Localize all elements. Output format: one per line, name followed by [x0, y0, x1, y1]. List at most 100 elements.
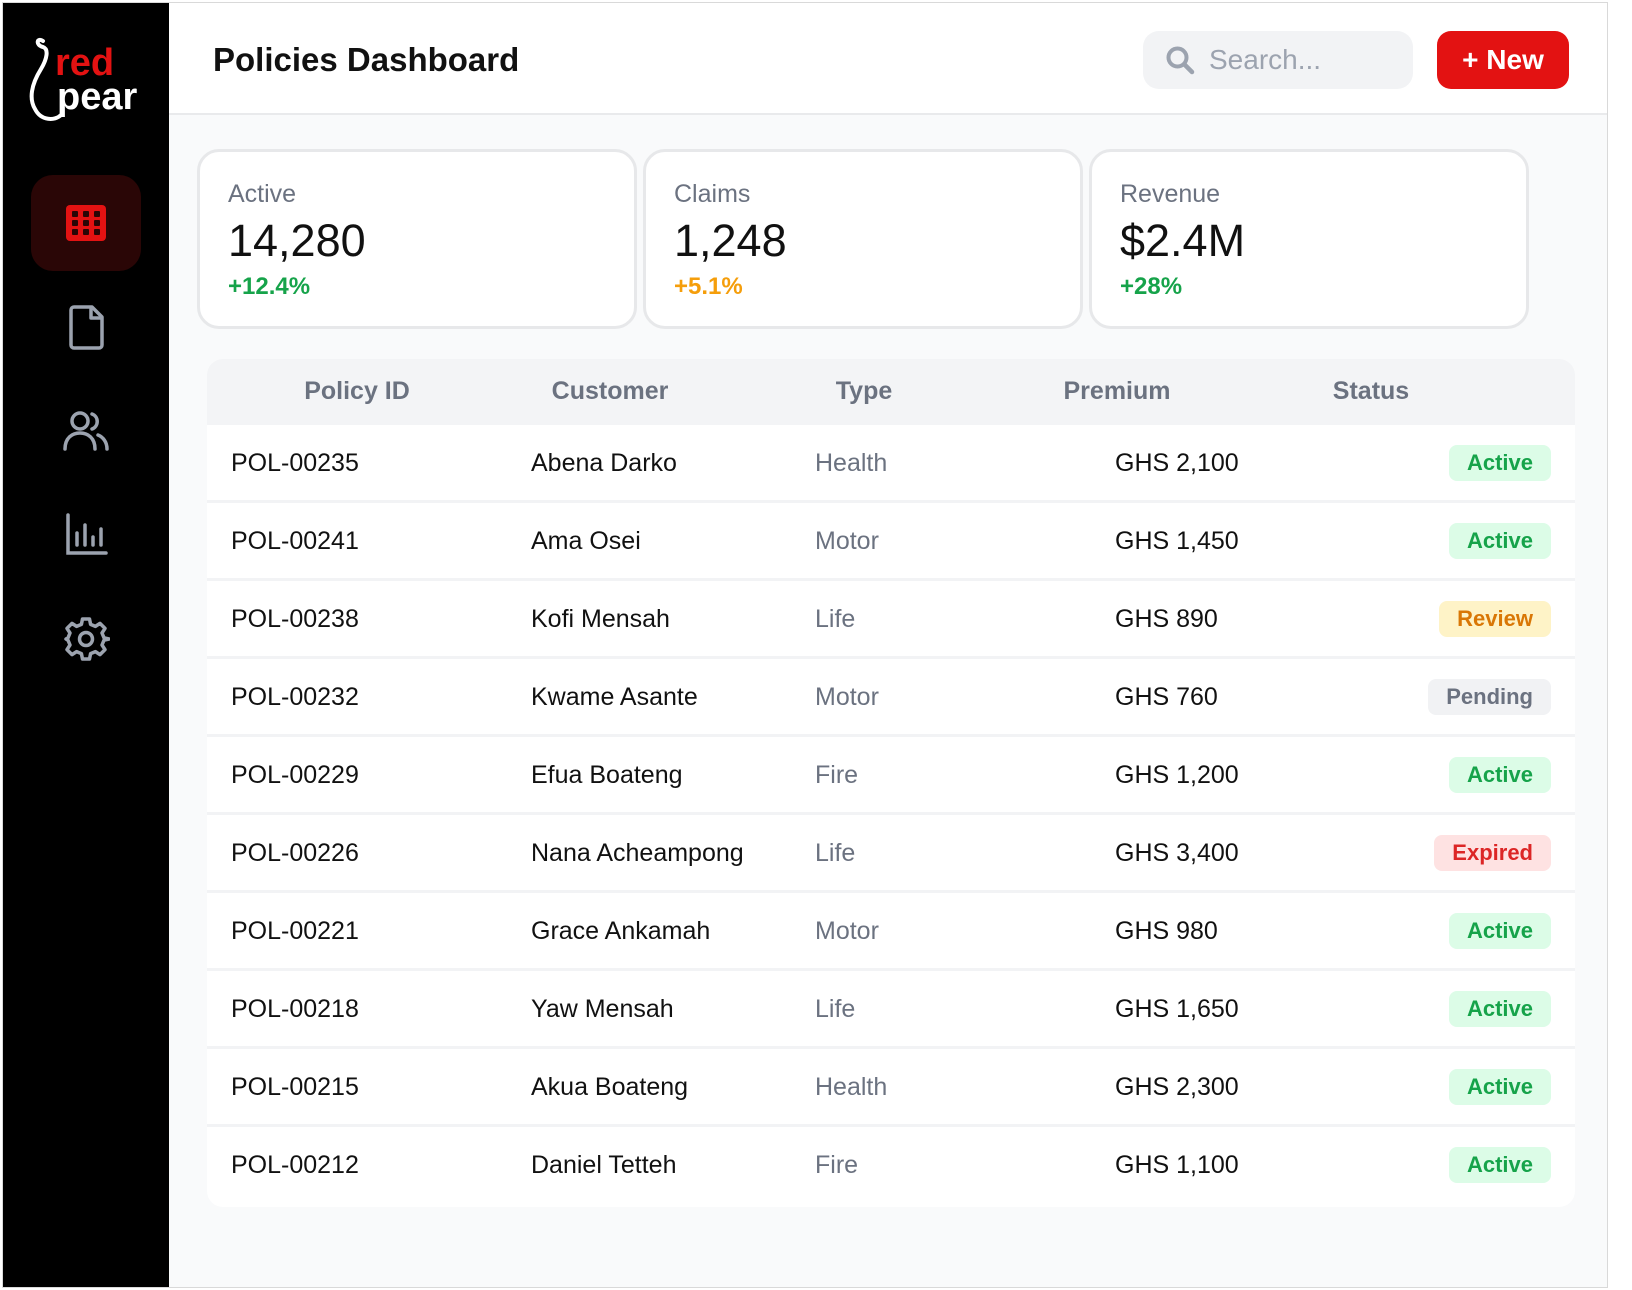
type-cell: Health	[815, 1073, 888, 1101]
policy-id-cell: POL-00229	[231, 761, 359, 789]
gear-icon	[64, 617, 110, 661]
table-row[interactable]: POL-00226 Nana Acheampong Life GHS 3,400…	[207, 815, 1575, 893]
premium-cell: GHS 890	[1115, 605, 1218, 633]
column-header-type[interactable]: Type	[835, 377, 893, 405]
table-row[interactable]: POL-00221 Grace Ankamah Motor GHS 980 Ac…	[207, 893, 1575, 971]
stat-delta: +12.4%	[228, 273, 311, 300]
policy-id-cell: POL-00215	[231, 1073, 359, 1101]
type-cell: Fire	[815, 761, 859, 789]
policy-id-cell: POL-00212	[231, 1151, 359, 1179]
new-policy-button[interactable]: + New	[1437, 31, 1569, 89]
status-badge: Review	[1439, 601, 1551, 637]
premium-cell: GHS 1,450	[1115, 527, 1239, 555]
policy-id-cell: POL-00241	[231, 527, 359, 555]
customer-cell: Kwame Asante	[531, 683, 698, 711]
customer-cell: Ama Osei	[531, 527, 641, 555]
customer-cell: Efua Boateng	[531, 761, 683, 789]
search-input[interactable]	[1209, 44, 1389, 76]
type-cell: Motor	[815, 917, 879, 945]
status-badge: Active	[1448, 1069, 1551, 1105]
premium-cell: GHS 3,400	[1115, 839, 1239, 867]
type-cell: Health	[815, 449, 888, 477]
premium-cell: GHS 1,100	[1115, 1151, 1239, 1179]
stat-label: Claims	[674, 180, 751, 208]
policy-id-cell: POL-00232	[231, 683, 359, 711]
type-cell: Fire	[815, 1151, 859, 1179]
policy-id-cell: POL-00218	[231, 995, 359, 1023]
sidebar-item-reports[interactable]	[31, 487, 141, 583]
table-row[interactable]: POL-00229 Efua Boateng Fire GHS 1,200 Ac…	[207, 737, 1575, 815]
policy-id-cell: POL-00226	[231, 839, 359, 867]
status-badge: Active	[1448, 757, 1551, 793]
policy-id-cell: POL-00221	[231, 917, 359, 945]
sidebar-item-dashboard[interactable]	[31, 175, 141, 271]
logo-word-pear: pear	[57, 76, 137, 118]
status-badge: Active	[1448, 445, 1551, 481]
customer-cell: Kofi Mensah	[531, 605, 670, 633]
stat-delta: +5.1%	[674, 273, 743, 300]
table-row[interactable]: POL-00241 Ama Osei Motor GHS 1,450 Activ…	[207, 503, 1575, 581]
sidebar-item-users[interactable]	[31, 383, 141, 479]
logo: red pear	[29, 33, 159, 129]
customer-cell: Yaw Mensah	[531, 995, 674, 1023]
column-header-premium[interactable]: Premium	[1063, 377, 1171, 405]
customer-cell: Abena Darko	[531, 449, 677, 477]
customer-cell: Grace Ankamah	[531, 917, 711, 945]
customer-cell: Nana Acheampong	[531, 839, 744, 867]
document-icon	[69, 305, 104, 350]
premium-cell: GHS 1,200	[1115, 761, 1239, 789]
premium-cell: GHS 1,650	[1115, 995, 1239, 1023]
status-badge: Active	[1448, 991, 1551, 1027]
table-row[interactable]: POL-00212 Daniel Tetteh Fire GHS 1,100 A…	[207, 1127, 1575, 1205]
stat-card-active: Active 14,280 +12.4%	[197, 149, 637, 329]
page-title: Policies Dashboard	[213, 41, 520, 78]
column-header-status[interactable]: Status	[1332, 377, 1410, 405]
status-badge: Active	[1448, 523, 1551, 559]
premium-cell: GHS 2,100	[1115, 449, 1239, 477]
users-icon	[63, 411, 109, 451]
customer-cell: Daniel Tetteh	[531, 1151, 677, 1179]
status-badge: Active	[1448, 1147, 1551, 1183]
table-row[interactable]: POL-00232 Kwame Asante Motor GHS 760 Pen…	[207, 659, 1575, 737]
bar-chart-icon	[66, 513, 108, 555]
search-icon	[1166, 46, 1195, 75]
pear-logo-icon: red pear	[29, 37, 137, 121]
premium-cell: GHS 760	[1115, 683, 1218, 711]
status-badge: Expired	[1434, 835, 1551, 871]
premium-cell: GHS 980	[1115, 917, 1218, 945]
stat-value: 14,280	[228, 215, 366, 266]
status-badge: Active	[1448, 913, 1551, 949]
table-row[interactable]: POL-00215 Akua Boateng Health GHS 2,300 …	[207, 1049, 1575, 1127]
type-cell: Life	[815, 605, 856, 633]
policy-id-cell: POL-00235	[231, 449, 359, 477]
policy-id-cell: POL-00238	[231, 605, 359, 633]
header: Policies Dashboard + New	[169, 3, 1607, 115]
logo-word-red: red	[55, 42, 114, 84]
table-row[interactable]: POL-00218 Yaw Mensah Life GHS 1,650 Acti…	[207, 971, 1575, 1049]
table-row[interactable]: POL-00235 Abena Darko Health GHS 2,100 A…	[207, 425, 1575, 503]
stat-card-claims: Claims 1,248 +5.1%	[643, 149, 1083, 329]
policies-table: Policy ID Customer Type Premium Status P…	[207, 359, 1575, 1207]
search-box[interactable]	[1143, 31, 1413, 89]
column-header-customer[interactable]: Customer	[551, 377, 669, 405]
column-header-policy-id[interactable]: Policy ID	[304, 377, 410, 405]
stat-label: Revenue	[1120, 180, 1221, 208]
customer-cell: Akua Boateng	[531, 1073, 689, 1101]
grid-icon	[66, 205, 106, 241]
type-cell: Motor	[815, 683, 879, 711]
stat-value: 1,248	[674, 215, 787, 266]
stat-card-revenue: Revenue $2.4M +28%	[1089, 149, 1529, 329]
type-cell: Motor	[815, 527, 879, 555]
sidebar-item-settings[interactable]	[31, 591, 141, 687]
stat-value: $2.4M	[1120, 215, 1246, 266]
sidebar-item-documents[interactable]	[31, 279, 141, 375]
type-cell: Life	[815, 839, 856, 867]
sidebar: red pear	[3, 3, 169, 1287]
table-header: Policy ID Customer Type Premium Status	[207, 359, 1575, 425]
stat-label: Active	[228, 180, 297, 208]
type-cell: Life	[815, 995, 856, 1023]
status-badge: Pending	[1428, 679, 1551, 715]
stat-delta: +28%	[1120, 273, 1183, 300]
table-row[interactable]: POL-00238 Kofi Mensah Life GHS 890 Revie…	[207, 581, 1575, 659]
